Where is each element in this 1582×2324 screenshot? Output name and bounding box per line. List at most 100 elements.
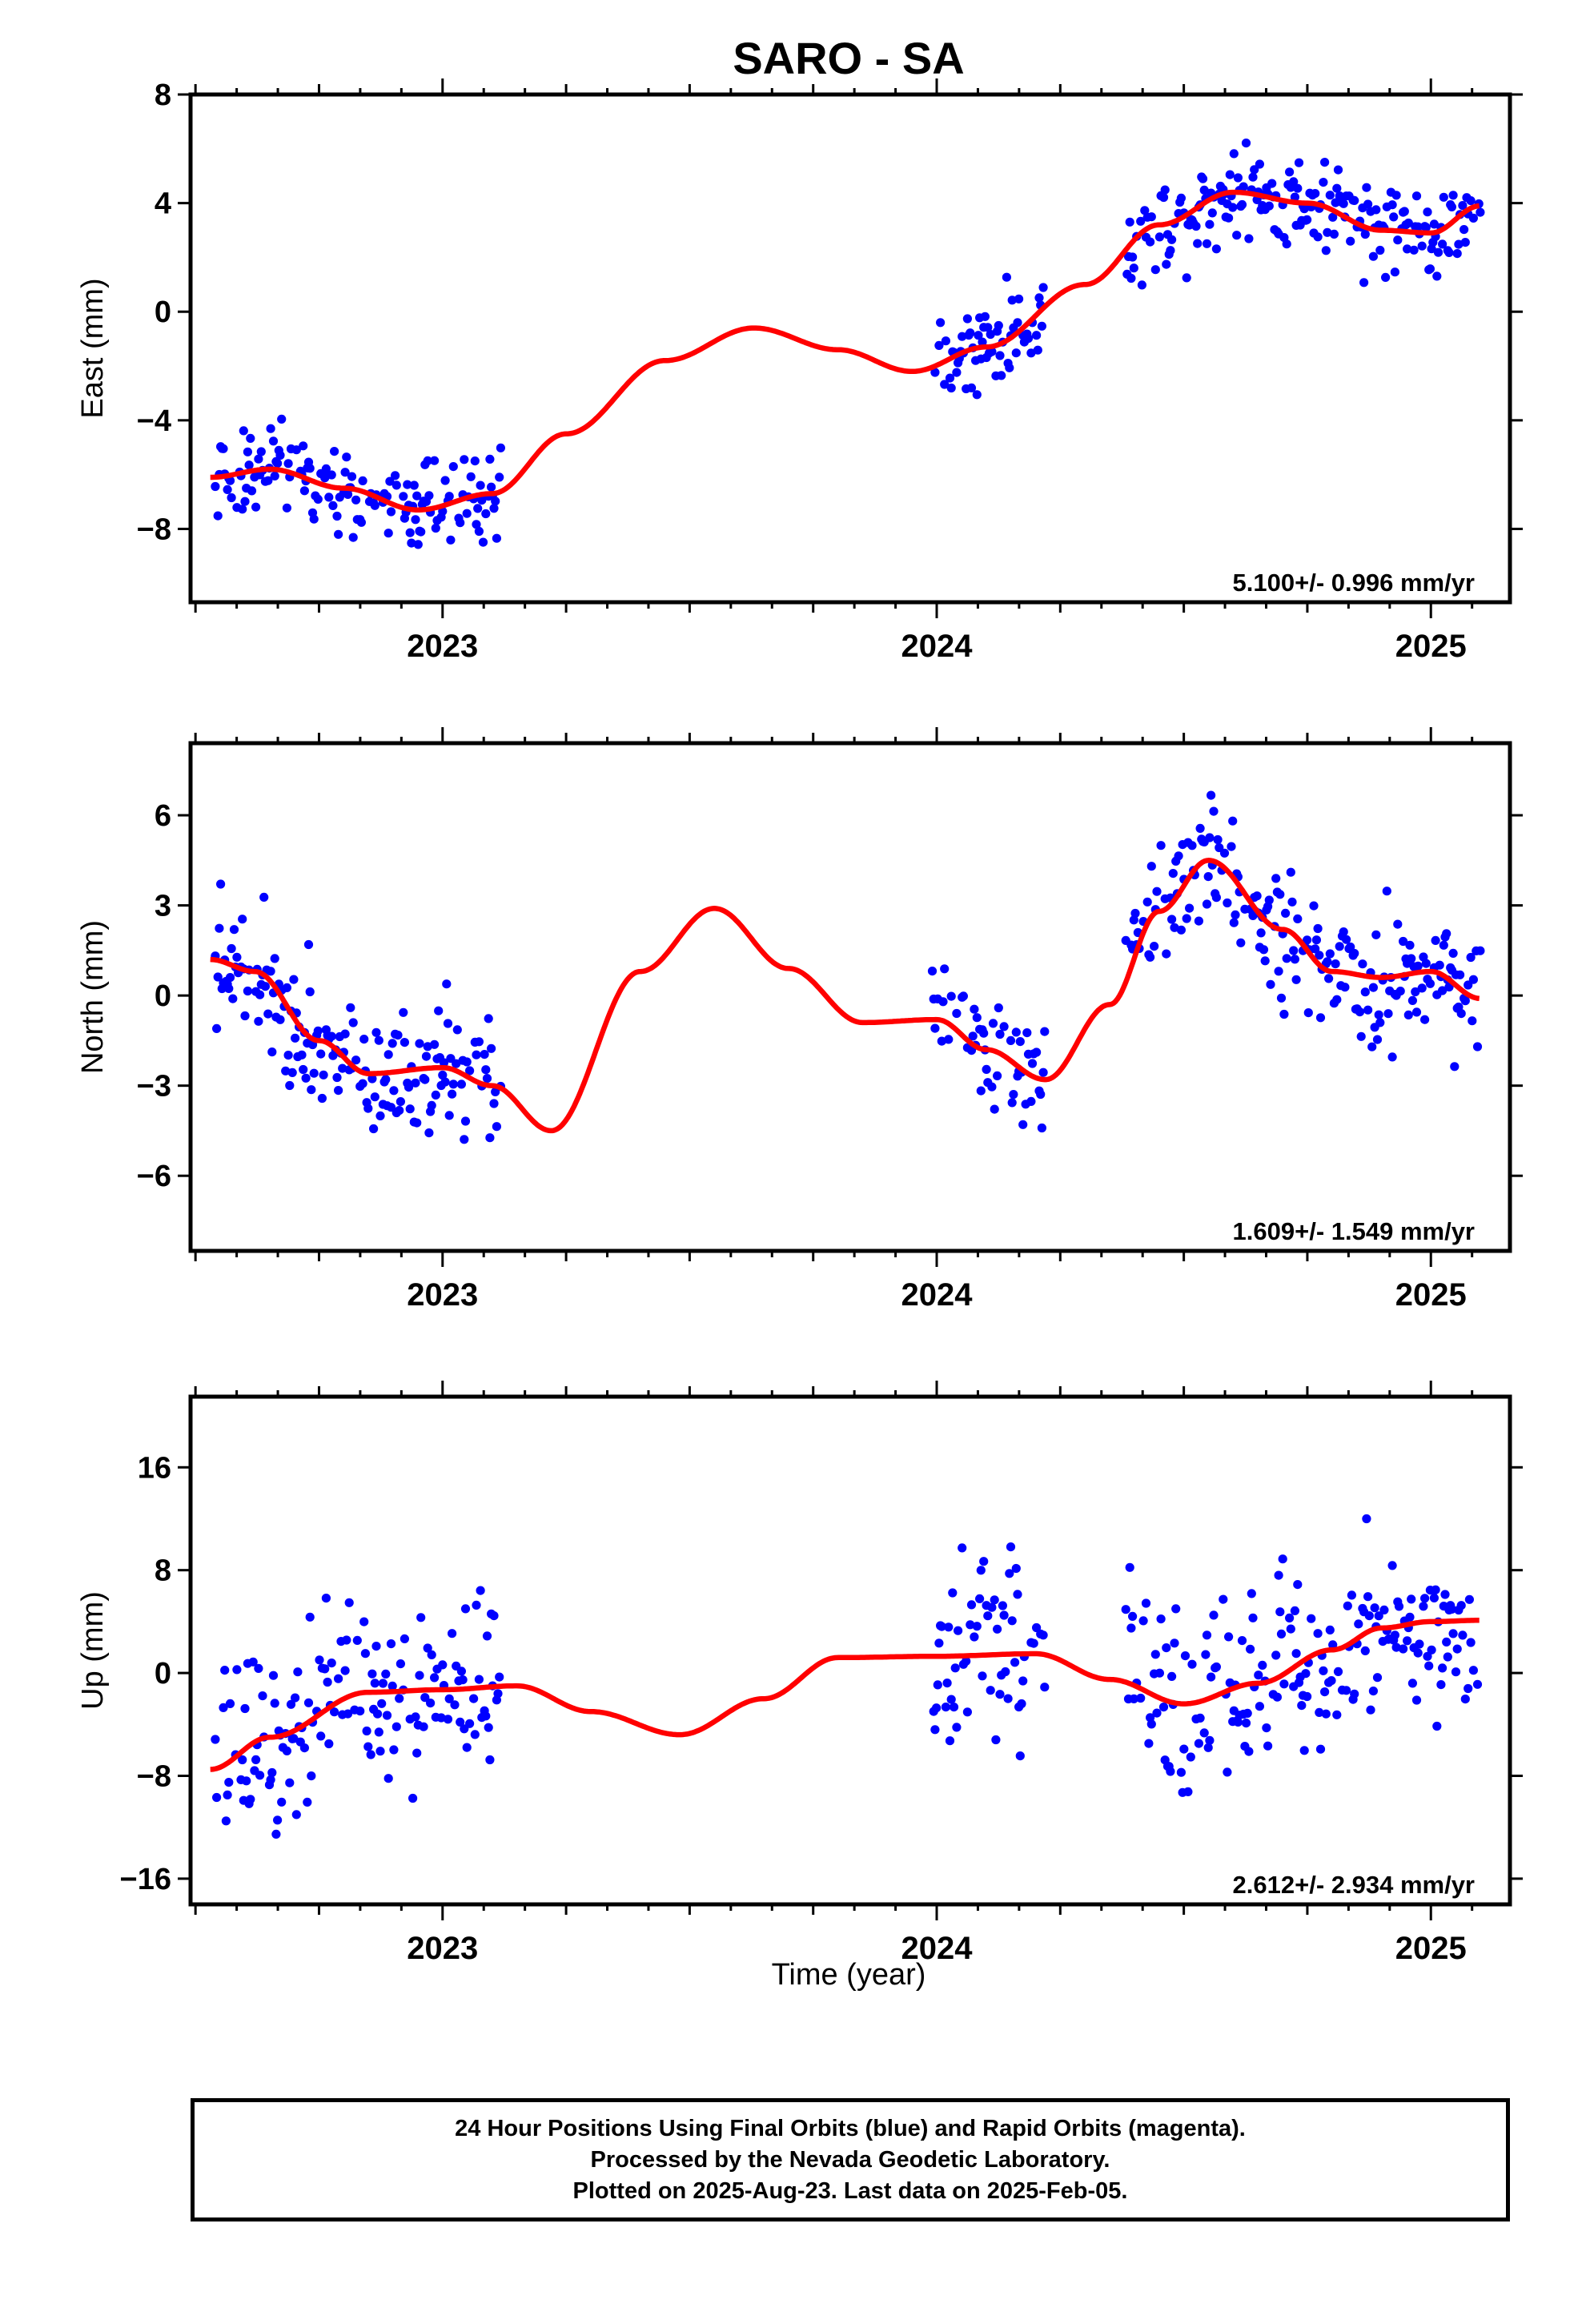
east-point [487, 482, 496, 492]
up-point [223, 1790, 232, 1799]
east-point [430, 456, 440, 465]
north-point [215, 923, 224, 933]
east-point [945, 373, 955, 383]
up-point [221, 1816, 231, 1826]
up-point [1297, 1701, 1307, 1711]
up-point [995, 1690, 1005, 1699]
east-point [466, 472, 476, 481]
up-point [303, 1698, 314, 1707]
up-point [273, 1815, 283, 1825]
up-point [255, 1771, 265, 1780]
east-point [247, 486, 257, 496]
north-point [1130, 908, 1140, 919]
east-point [351, 495, 361, 505]
east-point [477, 496, 487, 505]
north-point [440, 1077, 450, 1087]
up-point [1438, 1663, 1447, 1673]
up-point [1464, 1594, 1474, 1604]
east-point [1229, 149, 1239, 159]
up-point [1171, 1604, 1181, 1614]
north-point [297, 1050, 307, 1059]
north-point [309, 1068, 319, 1078]
north-point [1195, 823, 1205, 833]
north-point [282, 983, 291, 992]
north-point [1036, 1089, 1046, 1100]
up-point [1366, 1705, 1375, 1715]
north-point [317, 1093, 327, 1104]
north-point [979, 1028, 989, 1038]
east-point [974, 331, 983, 340]
north-point [1355, 1007, 1365, 1017]
up-point [374, 1727, 383, 1737]
up-point [1186, 1752, 1195, 1762]
east-point [1417, 241, 1427, 251]
north-point [1331, 959, 1340, 969]
north-point [263, 1009, 273, 1019]
up-point [966, 1620, 975, 1630]
up-point [1010, 1658, 1020, 1667]
north-point [399, 1007, 408, 1017]
north-point [462, 1057, 472, 1067]
up-point [381, 1669, 391, 1679]
up-point [460, 1604, 471, 1614]
up-point [456, 1717, 465, 1727]
north-point [1170, 923, 1179, 932]
up-point [1038, 1630, 1048, 1640]
east-point [470, 456, 480, 466]
up-point [1286, 1624, 1295, 1634]
east-point [213, 511, 223, 521]
north-point [291, 1033, 300, 1043]
east-point [334, 529, 343, 539]
east-point [1448, 191, 1458, 200]
up-point [426, 1699, 436, 1708]
east-point [1346, 236, 1355, 246]
north-point [1022, 1028, 1032, 1038]
east-point [1150, 265, 1160, 275]
up-point [481, 1711, 491, 1721]
up-point [1017, 1699, 1026, 1709]
up-point [1144, 1739, 1154, 1748]
north-point [938, 997, 948, 1007]
east-point [1191, 221, 1201, 231]
north-point [1027, 1059, 1038, 1068]
east-point [1014, 294, 1024, 304]
north-point [375, 1111, 385, 1120]
north-point [485, 1133, 495, 1143]
up-point [211, 1735, 220, 1744]
up-point [1246, 1644, 1255, 1654]
east-point [299, 441, 308, 451]
east-point [251, 502, 261, 512]
east-point [332, 511, 342, 521]
up-point [391, 1722, 401, 1731]
footer-line-2: Processed by the Nevada Geodetic Laborat… [590, 2146, 1110, 2173]
north-point [1271, 874, 1281, 883]
east-point [246, 433, 255, 444]
up-point [1211, 1662, 1221, 1672]
east-point [1363, 199, 1373, 209]
up-point [1152, 1708, 1162, 1718]
east-point [1160, 185, 1170, 195]
up-point [1327, 1676, 1336, 1686]
up-point [465, 1719, 475, 1728]
east-point [405, 528, 415, 537]
up-point [282, 1746, 291, 1755]
north-point [1162, 949, 1171, 959]
north-point [999, 1022, 1009, 1031]
north-point [927, 967, 938, 976]
east-point [1002, 272, 1011, 282]
east-point [1244, 234, 1254, 243]
north-point [227, 943, 236, 954]
up-point [1391, 1642, 1401, 1652]
east-point [1038, 283, 1048, 292]
north-point [1275, 890, 1285, 899]
east-point [1248, 172, 1258, 182]
north-point [1417, 983, 1427, 993]
up-point [485, 1755, 495, 1765]
up-point [932, 1703, 942, 1713]
north-point [448, 1089, 457, 1099]
north-point [307, 1085, 316, 1095]
up-point [375, 1747, 385, 1756]
east-point [1438, 239, 1447, 249]
east-point [1409, 245, 1419, 255]
north-fit-line [209, 858, 1480, 1134]
